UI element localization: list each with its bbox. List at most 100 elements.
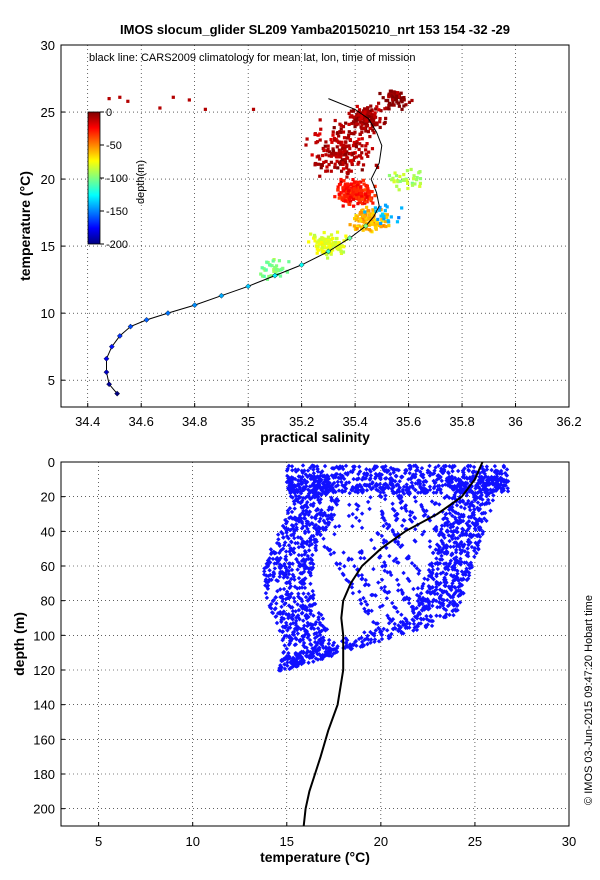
profile-data-point [282,662,287,667]
profile-data-point [421,472,426,477]
profile-data-point [287,506,293,511]
ts-data-point [383,209,387,213]
profile-data-point [283,625,288,630]
profile-data-point [422,576,427,581]
profile-data-point [387,570,393,575]
profile-data-point [438,593,444,598]
profile-data-point [263,590,269,596]
ts-data-point [362,112,366,116]
ts-data-point [354,218,358,222]
profile-data-point [290,630,296,635]
profile-data-point [438,580,443,586]
profile-data-point [458,486,464,491]
profile-y-tick-label: 160 [33,732,55,747]
profile-data-point [291,489,297,495]
profile-data-point [437,502,442,507]
profile-data-point [278,668,283,673]
ts-data-point [396,91,400,95]
profile-data-point [308,573,313,578]
ts-data-point [387,220,391,224]
profile-data-point [375,621,380,626]
profile-data-point [405,576,411,581]
profile-data-point [465,576,471,581]
profile-data-point [315,474,320,479]
ts-data-point [386,98,390,103]
profile-data-point [494,484,499,490]
profile-data-point [384,545,389,551]
ts-climatology-point [298,261,305,268]
ts-data-point [355,227,359,231]
profile-data-point [444,545,449,551]
ts-data-point [357,160,361,165]
profile-data-point [469,562,474,568]
profile-data-point [412,614,418,619]
ts-data-point [341,167,346,171]
profile-data-point [265,586,271,591]
profile-data-point [430,550,436,555]
ts-data-point [324,159,328,164]
profile-data-point [450,513,455,518]
ts-data-point [267,274,271,279]
ts-data-point [345,182,350,186]
profile-data-point [400,489,405,494]
ts-data-point [357,113,361,117]
profile-data-point [456,578,461,583]
ts-data-point [335,159,339,163]
profile-data-point [450,598,456,604]
profile-data-point [301,650,306,656]
profile-data-point [313,545,318,551]
profile-data-point [449,529,454,534]
profile-data-point [264,579,269,585]
profile-data-point [288,494,294,499]
profile-data-point [381,537,387,543]
profile-data-point [379,585,384,591]
ts-data-point [351,177,355,182]
ts-data-point [324,239,328,244]
profile-data-point [451,603,457,608]
profile-y-tick-label: 100 [33,628,55,643]
profile-data-point [458,583,463,588]
ts-data-point [377,101,381,105]
profile-data-point [277,562,283,567]
profile-data-point [391,604,397,610]
profile-data-point [396,623,401,628]
profile-data-point [305,553,311,559]
ts-data-point [317,154,321,158]
ts-data-point [359,180,363,184]
profile-data-point [302,512,308,518]
profile-data-point [284,592,289,597]
profile-data-point [418,490,423,495]
profile-data-point [386,485,391,490]
profile-data-point [330,482,335,488]
ts-data-point [318,118,322,122]
profile-data-point [416,571,421,576]
profile-data-point [479,490,484,495]
profile-data-point [284,589,290,594]
profile-data-point [326,641,331,646]
profile-data-point [309,655,315,660]
profile-data-point [470,469,476,475]
profile-data-point [308,594,313,599]
profile-data-point [290,612,296,617]
ts-x-tick-label: 34.8 [182,414,207,429]
ts-data-point [350,114,354,118]
profile-data-point [395,539,401,545]
profile-data-point [490,498,496,503]
profile-data-point [365,633,370,639]
ts-data-point [259,272,263,276]
profile-data-point [396,582,401,587]
ts-data-point [329,169,333,173]
profile-data-point [313,622,318,627]
profile-y-tick-label: 180 [33,767,55,782]
ts-x-tick-label: 35.4 [342,414,367,429]
profile-data-point [307,484,313,489]
profile-data-point [382,560,387,565]
profile-data-point [452,563,457,568]
profile-data-point [435,566,441,572]
profile-data-point [334,464,339,470]
profile-data-point [460,469,466,475]
profile-data-point [301,524,306,529]
ts-data-point [361,109,365,113]
ts-data-point [360,130,364,134]
profile-data-point [362,556,367,561]
